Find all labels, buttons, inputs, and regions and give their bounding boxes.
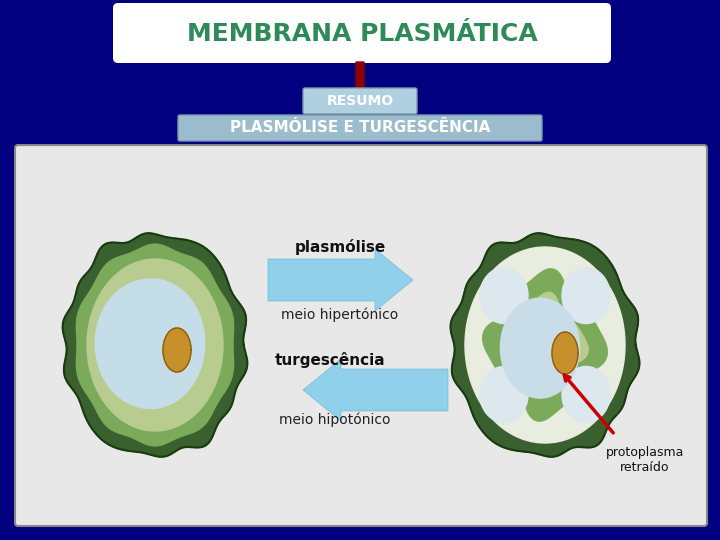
Polygon shape	[87, 259, 223, 431]
Polygon shape	[552, 332, 578, 374]
Polygon shape	[562, 367, 610, 422]
Polygon shape	[480, 267, 528, 323]
FancyBboxPatch shape	[178, 115, 542, 141]
FancyBboxPatch shape	[113, 3, 611, 63]
Polygon shape	[76, 244, 233, 446]
Polygon shape	[63, 233, 248, 457]
FancyArrow shape	[303, 359, 448, 421]
Polygon shape	[500, 298, 580, 398]
Text: RESUMO: RESUMO	[326, 94, 394, 108]
Polygon shape	[482, 269, 607, 421]
FancyBboxPatch shape	[303, 88, 417, 114]
Polygon shape	[95, 279, 204, 409]
Text: MEMBRANA PLASMÁTICA: MEMBRANA PLASMÁTICA	[186, 22, 537, 46]
Text: PLASMÓLISE E TURGESCÊNCIA: PLASMÓLISE E TURGESCÊNCIA	[230, 120, 490, 136]
Text: meio hipotónico: meio hipotónico	[279, 413, 391, 427]
Polygon shape	[562, 267, 610, 323]
Text: turgescência: turgescência	[275, 352, 385, 368]
FancyArrow shape	[268, 249, 413, 311]
Polygon shape	[465, 247, 625, 443]
FancyArrow shape	[351, 62, 369, 102]
Polygon shape	[451, 233, 639, 457]
FancyBboxPatch shape	[15, 145, 707, 526]
Text: protoplasma
retraído: protoplasma retraído	[606, 446, 684, 474]
Polygon shape	[163, 328, 191, 372]
Polygon shape	[502, 292, 588, 398]
Polygon shape	[480, 367, 528, 422]
Text: meio hipertónico: meio hipertónico	[282, 308, 399, 322]
Text: plasmólise: plasmólise	[294, 239, 386, 255]
